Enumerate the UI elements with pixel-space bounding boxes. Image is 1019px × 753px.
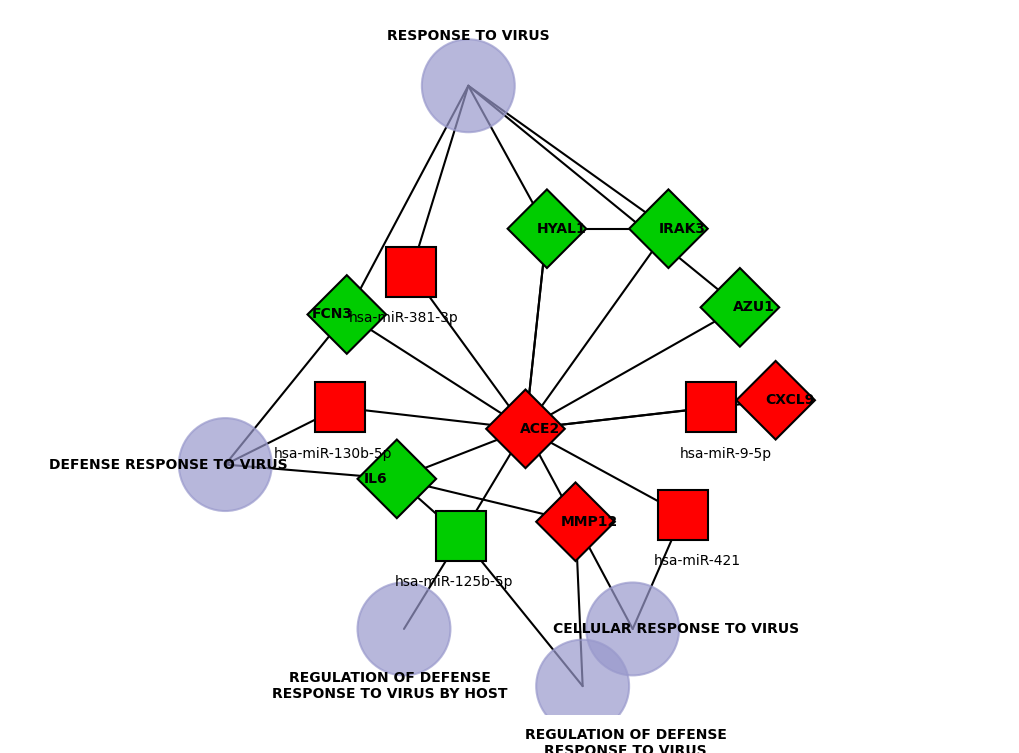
Polygon shape: [629, 190, 707, 268]
Circle shape: [586, 583, 679, 675]
Polygon shape: [307, 275, 386, 354]
Text: REGULATION OF DEFENSE
RESPONSE TO VIRUS BY HOST: REGULATION OF DEFENSE RESPONSE TO VIRUS …: [272, 671, 506, 701]
Polygon shape: [386, 246, 436, 297]
Polygon shape: [657, 489, 707, 540]
Polygon shape: [736, 361, 814, 440]
Polygon shape: [358, 440, 436, 518]
Text: AZU1: AZU1: [733, 300, 774, 314]
Circle shape: [178, 418, 271, 511]
Polygon shape: [507, 190, 586, 268]
Text: ACE2: ACE2: [519, 422, 559, 436]
Polygon shape: [686, 383, 736, 432]
Circle shape: [358, 583, 450, 675]
Text: CXCL9: CXCL9: [764, 393, 814, 407]
Text: hsa-miR-9-5p: hsa-miR-9-5p: [679, 447, 771, 461]
Polygon shape: [536, 483, 614, 561]
Text: hsa-miR-125b-5p: hsa-miR-125b-5p: [394, 575, 513, 590]
Text: hsa-miR-381-3p: hsa-miR-381-3p: [348, 311, 459, 325]
Circle shape: [536, 639, 629, 733]
Text: HYAL1: HYAL1: [536, 221, 586, 236]
Text: CELLULAR RESPONSE TO VIRUS: CELLULAR RESPONSE TO VIRUS: [552, 622, 798, 636]
Polygon shape: [314, 383, 365, 432]
Text: RESPONSE TO VIRUS: RESPONSE TO VIRUS: [386, 29, 549, 43]
Text: MMP12: MMP12: [560, 515, 618, 529]
Polygon shape: [436, 511, 486, 561]
Text: hsa-miR-130b-5p: hsa-miR-130b-5p: [273, 447, 391, 461]
Text: FCN3: FCN3: [312, 307, 353, 322]
Text: DEFENSE RESPONSE TO VIRUS: DEFENSE RESPONSE TO VIRUS: [49, 458, 287, 471]
Text: IRAK3: IRAK3: [658, 221, 705, 236]
Circle shape: [422, 39, 515, 133]
Polygon shape: [700, 268, 779, 346]
Text: IL6: IL6: [363, 472, 387, 486]
Text: REGULATION OF DEFENSE
RESPONSE TO VIRUS: REGULATION OF DEFENSE RESPONSE TO VIRUS: [524, 728, 726, 753]
Text: hsa-miR-421: hsa-miR-421: [653, 554, 740, 568]
Polygon shape: [486, 389, 565, 468]
